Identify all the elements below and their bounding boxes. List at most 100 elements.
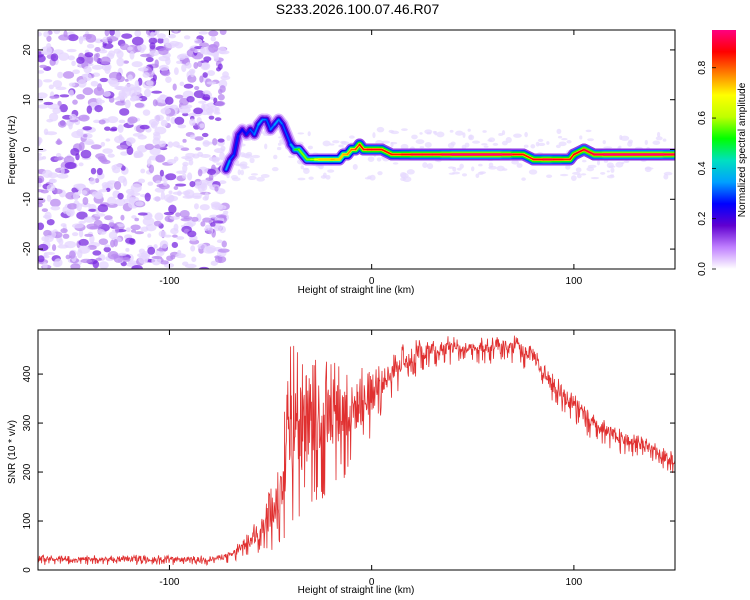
ridge-segment <box>225 158 231 171</box>
noise-blob <box>97 229 105 235</box>
noise-blob <box>38 243 49 252</box>
noise-blob <box>51 244 57 252</box>
noise-speckle <box>566 139 572 144</box>
ridge-segment <box>257 118 264 126</box>
noise-blob <box>197 168 203 177</box>
noise-blob <box>156 248 168 252</box>
noise-speckle <box>471 166 475 172</box>
noise-blob <box>176 236 185 240</box>
noise-speckle <box>349 135 355 139</box>
noise-speckle <box>501 140 508 146</box>
noise-blob <box>95 257 102 261</box>
noise-blob <box>38 54 46 63</box>
noise-blob <box>187 230 197 238</box>
noise-blob <box>125 188 135 195</box>
noise-blob <box>159 260 169 265</box>
snr-plot-area <box>38 330 675 570</box>
noise-blob <box>134 231 145 235</box>
noise-blob <box>193 38 203 44</box>
noise-speckle <box>513 133 522 138</box>
noise-blob <box>135 201 144 207</box>
ridge-segment <box>249 128 256 136</box>
noise-speckle <box>455 130 464 136</box>
noise-blob <box>120 151 129 156</box>
noise-blob <box>96 167 103 176</box>
noise-blob <box>86 105 93 114</box>
noise-blob <box>131 215 137 219</box>
noise-blob <box>73 183 86 189</box>
noise-speckle <box>406 169 415 175</box>
noise-blob <box>214 106 220 114</box>
noise-blob <box>107 77 118 85</box>
noise-blob <box>98 261 109 269</box>
noise-blob <box>59 94 70 98</box>
noise-blob <box>107 251 119 260</box>
noise-speckle <box>587 138 594 142</box>
noise-blob <box>99 158 108 163</box>
noise-blob <box>45 131 58 136</box>
noise-speckle <box>240 169 245 176</box>
noise-blob <box>216 66 222 72</box>
noise-blob <box>38 222 45 231</box>
noise-blob <box>44 251 56 256</box>
noise-blob <box>207 70 216 76</box>
noise-speckle <box>483 145 489 148</box>
noise-speckle <box>260 173 270 178</box>
noise-blob <box>182 161 189 167</box>
noise-speckle <box>376 157 382 162</box>
noise-blob <box>208 30 219 37</box>
noise-speckle <box>535 141 540 147</box>
noise-speckle <box>488 162 494 168</box>
noise-blob <box>123 198 130 203</box>
noise-blob <box>198 266 210 269</box>
noise-speckle <box>462 132 466 139</box>
noise-blob <box>177 249 182 256</box>
y-tick-label: -20 <box>22 241 33 256</box>
noise-speckle <box>656 131 661 138</box>
noise-blob <box>183 83 194 89</box>
y-tick-label: 400 <box>22 365 33 382</box>
noise-blob <box>92 260 100 269</box>
noise-speckle <box>585 129 592 133</box>
noise-blob <box>57 71 64 79</box>
noise-blob <box>214 223 223 232</box>
noise-blob <box>165 57 171 66</box>
noise-blob <box>117 124 124 133</box>
noise-speckle <box>424 129 433 134</box>
noise-speckle <box>457 167 462 171</box>
noise-blob <box>193 90 206 99</box>
noise-blob <box>138 254 149 264</box>
noise-blob <box>105 138 111 142</box>
noise-blob <box>151 90 163 94</box>
noise-blob <box>98 189 108 193</box>
noise-speckle <box>481 143 488 146</box>
noise-blob <box>182 261 189 266</box>
noise-blob <box>126 146 134 156</box>
snr-panel: -100 0 100 0 100 200 300 400 Height of straigh… <box>7 329 676 596</box>
noise-blob <box>76 211 88 220</box>
colorbar-tick-label: 0.6 <box>697 111 708 125</box>
noise-blob <box>185 62 192 69</box>
noise-speckle <box>332 140 340 144</box>
noise-blob <box>44 235 54 243</box>
noise-blob <box>140 168 146 174</box>
noise-speckle <box>482 130 487 133</box>
noise-blob <box>146 158 152 167</box>
noise-blob <box>116 144 128 150</box>
noise-blob <box>56 156 64 161</box>
noise-speckle <box>390 141 394 148</box>
noise-blob <box>189 180 196 188</box>
noise-blob <box>145 56 154 63</box>
noise-blob <box>92 250 102 256</box>
noise-blob <box>38 182 42 188</box>
noise-blob <box>168 190 173 195</box>
noise-speckle <box>590 176 600 180</box>
noise-speckle <box>400 177 406 182</box>
noise-speckle <box>608 165 616 168</box>
noise-blob <box>202 217 212 223</box>
noise-blob <box>147 181 154 186</box>
noise-blob <box>177 124 187 129</box>
noise-speckle <box>586 166 595 172</box>
noise-blob <box>131 265 143 269</box>
noise-blob <box>59 103 68 113</box>
